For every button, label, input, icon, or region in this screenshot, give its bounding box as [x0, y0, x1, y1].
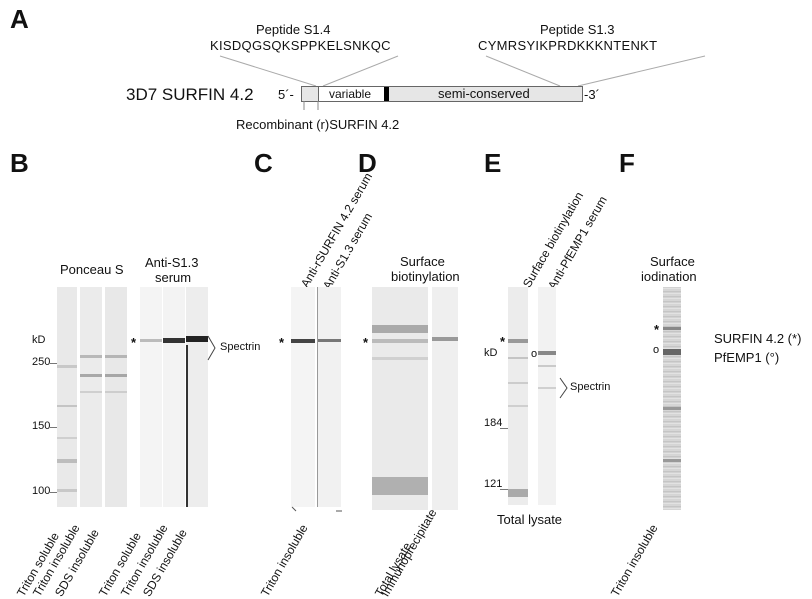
anti-s13-header-line1: Anti-S1.3: [145, 255, 199, 270]
surfin-star-d: *: [363, 335, 369, 350]
anti-s13-header-line2: serum: [155, 270, 192, 285]
three-prime-label: -3´: [584, 87, 600, 102]
mw-150: 150: [32, 420, 51, 432]
semi-conserved-label: semi-conserved: [438, 86, 530, 101]
peptide-connector-lines: [219, 55, 706, 87]
five-prime-label: 5´-: [278, 87, 294, 102]
blot-lane-e-1: [508, 287, 528, 505]
protein-name: 3D7 SURFIN 4.2: [126, 85, 254, 104]
kd-label-b: kD: [32, 334, 46, 346]
mw-100: 100: [32, 485, 51, 497]
panel-label-d: D: [358, 148, 377, 178]
gene-diagram: variable semi-conserved: [301, 86, 583, 102]
peptide-s14-title: Peptide S1.4: [256, 22, 331, 37]
surfin-star-b: *: [131, 335, 137, 350]
mw-121: 121: [484, 478, 503, 490]
spectrin-label-e: Spectrin: [570, 381, 611, 393]
spectrin-label-b: Spectrin: [220, 341, 261, 353]
blot-lane-e-2: [538, 287, 556, 505]
pfemp1-marker-e: o: [531, 348, 538, 360]
mw-250: 250: [32, 356, 51, 368]
header-d-line2: biotinylation: [391, 269, 460, 284]
blot-lane-c-1: [291, 287, 315, 507]
surfin-star-f: *: [654, 322, 660, 337]
header-f-line1: Surface: [650, 254, 695, 269]
mw-184: 184: [484, 417, 503, 429]
peptide-s13-title: Peptide S1.3: [540, 22, 615, 37]
blot-lane-d-2: [432, 287, 458, 510]
blot-lane-ponceau-2: [80, 287, 102, 507]
pfemp1-marker-f: o: [653, 344, 660, 356]
spectrin-bracket-e: [559, 377, 568, 399]
kd-label-e: kD: [484, 347, 498, 359]
panel-label-c: C: [254, 148, 273, 178]
peptide-s14-sequence: KISDQGSQKSPPKELSNKQC: [210, 38, 391, 53]
blot-lane-d-1: [372, 287, 428, 510]
blot-lane-ponceau-1: [57, 287, 77, 507]
panel-label-f: F: [619, 148, 635, 178]
lane-label-d-2: Immunoprecipitate: [378, 506, 440, 599]
tick-150: [50, 427, 58, 428]
legend-surfin: SURFIN 4.2 (*): [714, 331, 802, 346]
blot-lane-f: [663, 287, 681, 510]
variable-region-label: variable: [329, 87, 372, 101]
lane-bracket-c: [291, 506, 342, 512]
blot-lane-antis13-1: [140, 287, 162, 507]
lane-label-c: Triton insoluble: [258, 521, 311, 599]
blot-lane-antis13-2: [163, 287, 185, 507]
tick-250: [50, 363, 58, 364]
header-d-line1: Surface: [400, 254, 445, 269]
header-f-line2: iodination: [641, 269, 697, 284]
variable-region: variable: [318, 87, 386, 101]
peptide-s13-sequence: CYMRSYIKPRDKKKNTENKT: [478, 38, 658, 53]
legend-pfemp1: PfEMP1 (°): [714, 350, 780, 365]
spectrin-bracket-b: [207, 335, 216, 361]
surfin-star-e: *: [500, 334, 506, 349]
panel-label-b: B: [10, 148, 29, 178]
tick-184: [500, 428, 508, 429]
blot-lane-antis13-3: [186, 287, 208, 507]
panel-label-a: A: [10, 4, 29, 34]
footer-e: Total lysate: [497, 512, 563, 527]
lane-label-f: Triton insoluble: [608, 521, 661, 599]
ponceau-header: Ponceau S: [60, 262, 124, 277]
blot-lane-ponceau-3: [105, 287, 127, 507]
blot-lane-c-2: [317, 287, 341, 507]
panel-label-e: E: [484, 148, 502, 178]
tick-100: [50, 492, 58, 493]
transmembrane-marker: [384, 87, 389, 101]
surfin-star-c: *: [279, 335, 285, 350]
recombinant-connector: [303, 101, 319, 110]
recombinant-label: Recombinant (r)SURFIN 4.2: [236, 117, 400, 132]
tick-121: [500, 489, 508, 490]
